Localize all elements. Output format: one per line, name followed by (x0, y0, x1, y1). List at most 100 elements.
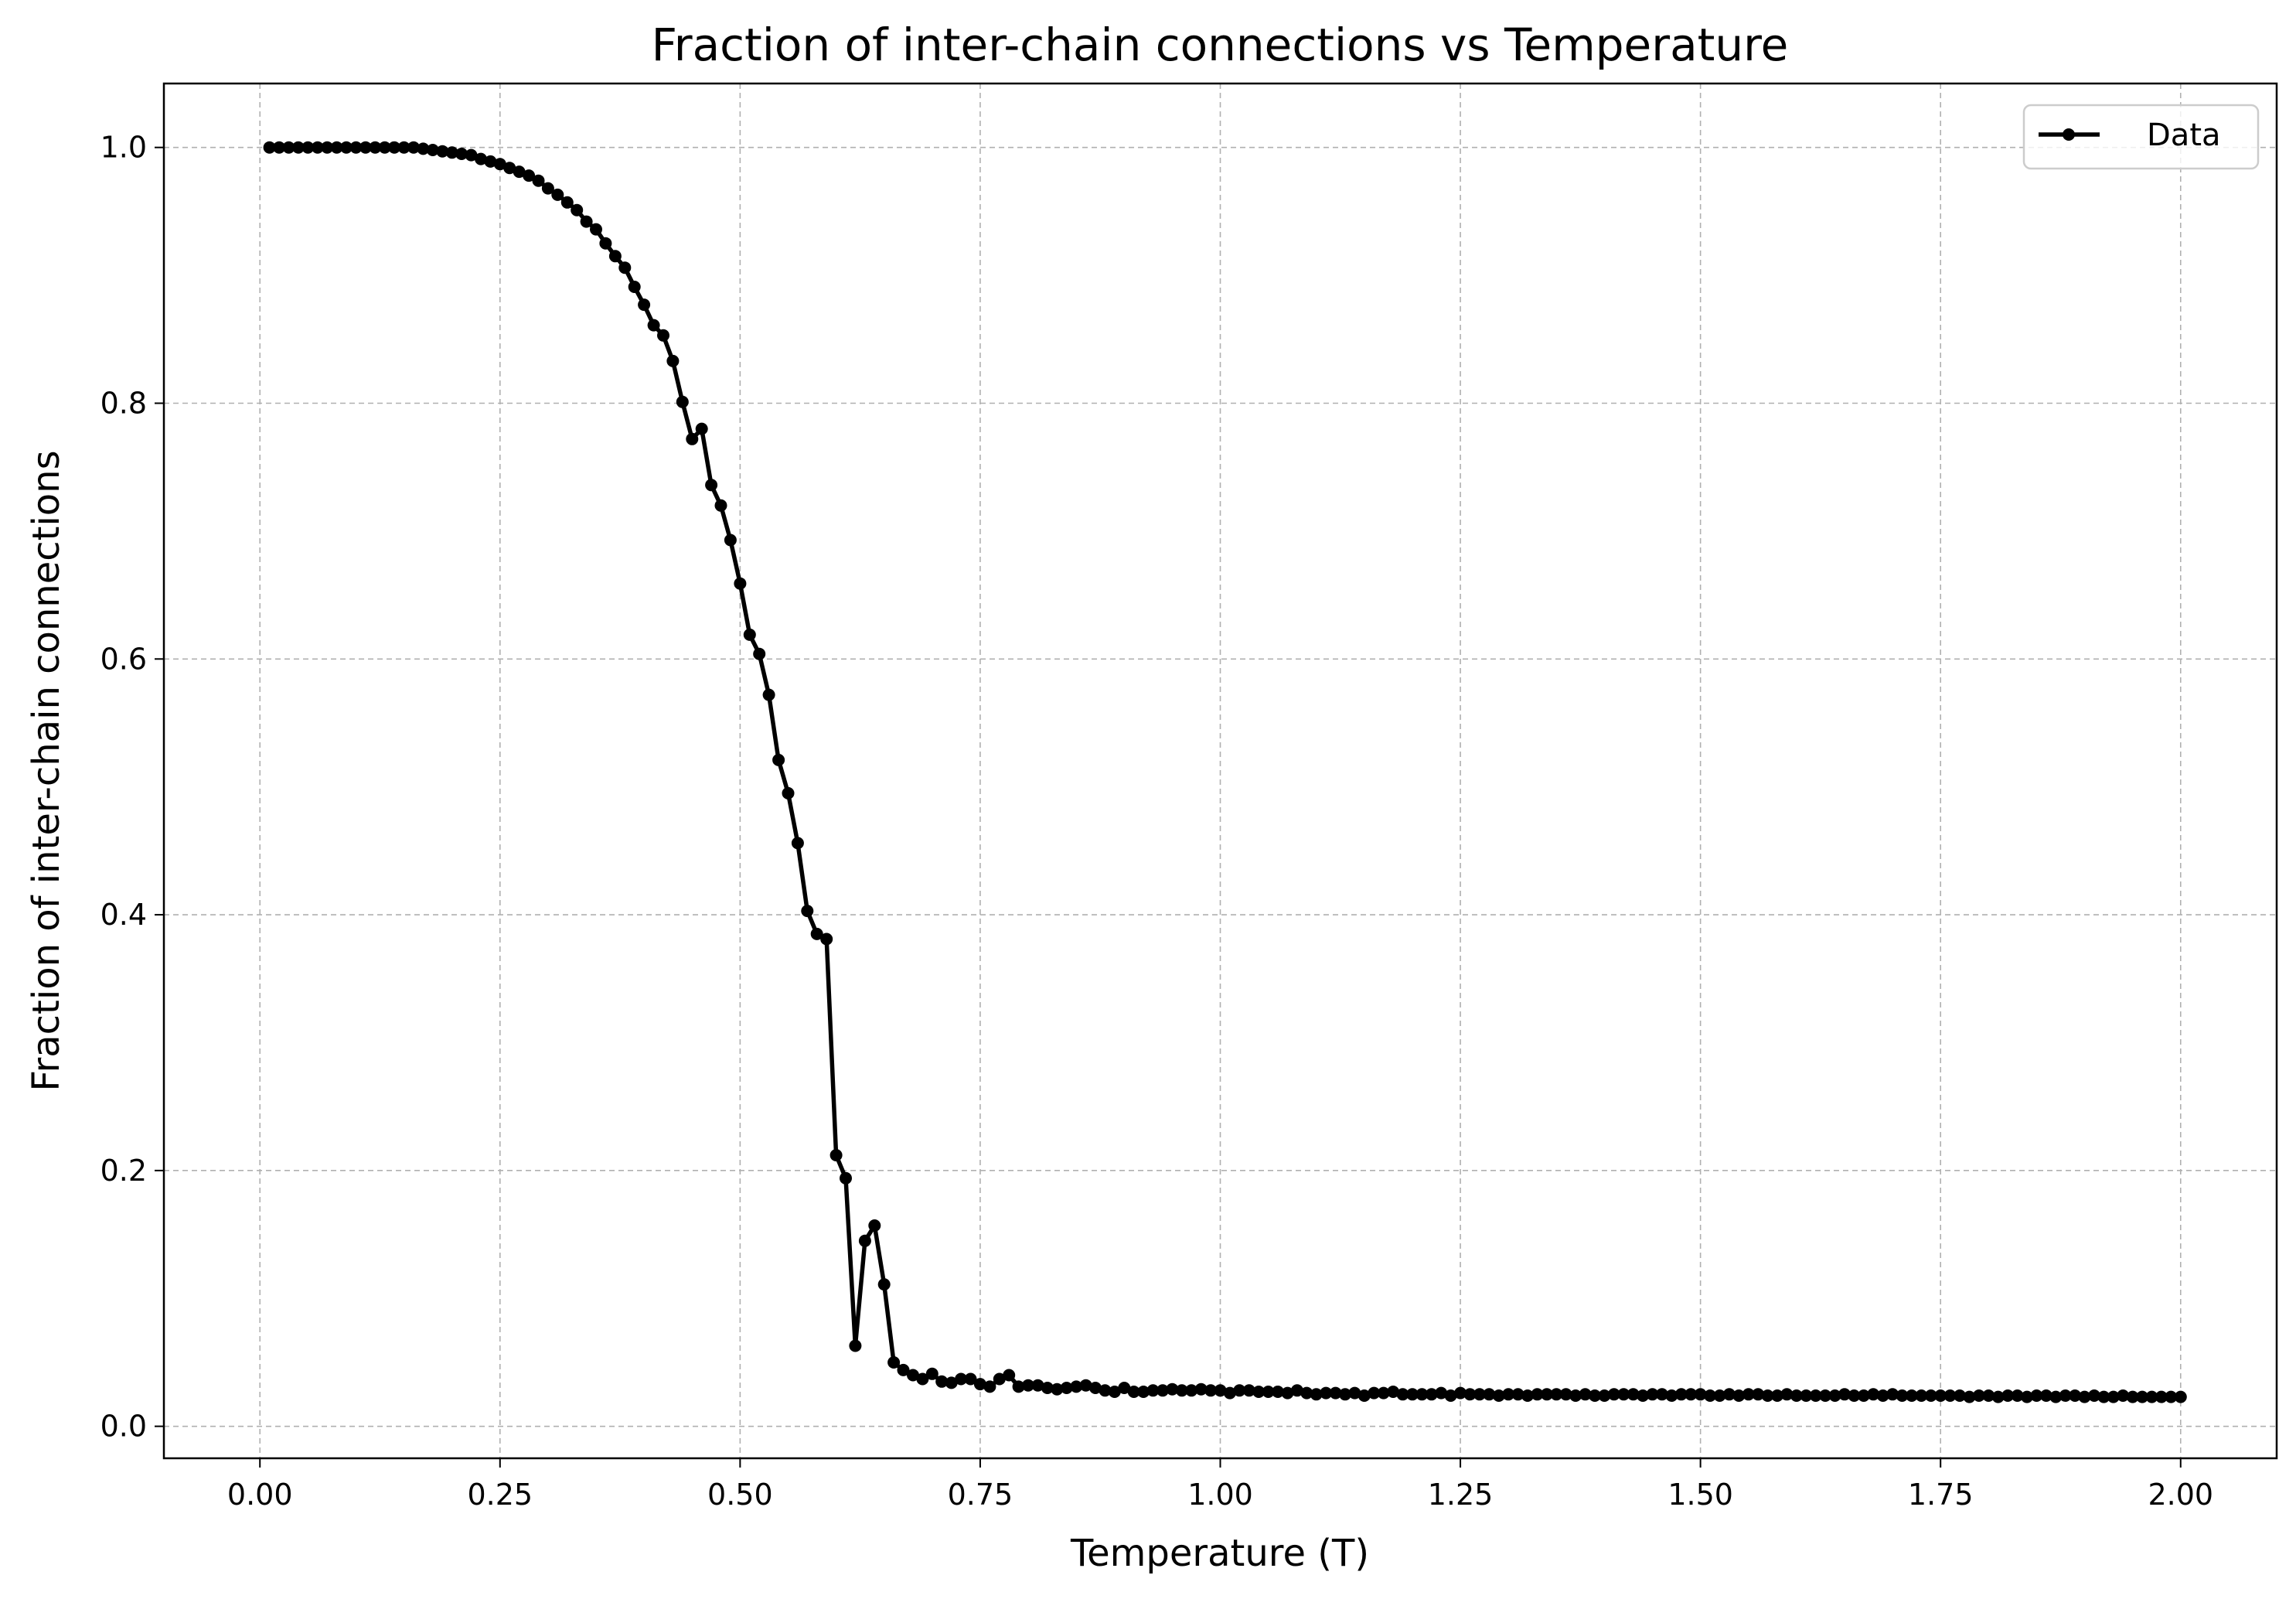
data-point (1713, 1389, 1726, 1402)
data-point (1348, 1386, 1361, 1400)
data-point (1492, 1389, 1505, 1402)
x-tick-label: 0.25 (467, 1478, 533, 1512)
data-point (282, 141, 295, 154)
y-axis-label: Fraction of inter-chain connections (25, 450, 68, 1091)
data-point (887, 1356, 901, 1369)
data-point (868, 1219, 881, 1232)
data-point (1099, 1384, 1112, 1397)
data-point (1502, 1388, 1515, 1401)
data-point (291, 141, 305, 154)
data-point (1406, 1388, 1419, 1401)
data-point (2136, 1390, 2149, 1403)
data-point (945, 1376, 958, 1389)
data-point (1550, 1388, 1563, 1401)
data-point (1886, 1388, 1899, 1401)
data-point (1242, 1384, 1255, 1397)
data-point (1540, 1388, 1553, 1401)
data-point (1166, 1383, 1179, 1396)
data-point (1157, 1384, 1169, 1397)
data-point (1637, 1389, 1650, 1402)
data-point (1761, 1389, 1774, 1402)
data-point (2049, 1390, 2063, 1403)
data-point (608, 250, 622, 263)
data-point (1924, 1389, 1937, 1402)
data-point (1521, 1389, 1534, 1402)
data-point (1655, 1388, 1668, 1401)
data-point (359, 141, 372, 154)
data-point (349, 141, 363, 154)
data-point (1771, 1389, 1783, 1402)
data-point (2011, 1389, 2024, 1402)
data-point (2117, 1389, 2130, 1402)
data-point (858, 1234, 871, 1247)
data-point (1694, 1388, 1707, 1401)
data-point (724, 534, 737, 547)
data-point (523, 169, 536, 182)
x-tick-label: 2.00 (2148, 1478, 2213, 1512)
data-point (2145, 1390, 2158, 1403)
data-point (897, 1363, 910, 1376)
data-point (1194, 1383, 1208, 1396)
data-point (1396, 1388, 1409, 1401)
data-point (2059, 1389, 2072, 1402)
data-point (714, 499, 727, 512)
data-point (1598, 1389, 1611, 1402)
data-point (417, 142, 430, 155)
data-point (1368, 1386, 1381, 1400)
data-point (1214, 1384, 1227, 1397)
data-point (762, 688, 775, 701)
data-point (1137, 1386, 1150, 1398)
data-point (1108, 1386, 1121, 1398)
data-point (541, 182, 554, 195)
data-point (877, 1278, 891, 1291)
data-point (1483, 1388, 1496, 1401)
data-point (1041, 1382, 1054, 1394)
data-point (397, 141, 410, 154)
data-point (1003, 1369, 1016, 1382)
data-point (820, 932, 833, 946)
data-point (1752, 1388, 1765, 1401)
data-point (1070, 1380, 1083, 1393)
data-point (493, 158, 506, 171)
data-point (638, 298, 651, 312)
data-point (1204, 1384, 1218, 1397)
data-point (1089, 1382, 1102, 1394)
data-point (1991, 1390, 2005, 1403)
data-point (378, 141, 391, 154)
data-point (1339, 1388, 1351, 1401)
data-point (935, 1375, 949, 1388)
data-point (2021, 1390, 2033, 1403)
data-point (599, 237, 612, 250)
data-point (1742, 1388, 1755, 1401)
data-point (1867, 1388, 1880, 1401)
data-point (791, 837, 804, 850)
data-point (1425, 1388, 1438, 1401)
data-point (1262, 1386, 1275, 1398)
data-point (657, 329, 669, 342)
data-point (1051, 1383, 1064, 1396)
data-point (686, 432, 699, 445)
data-point (1809, 1389, 1822, 1402)
data-point (1031, 1379, 1044, 1392)
data-point (925, 1367, 938, 1380)
data-point (1685, 1388, 1698, 1401)
data-series (263, 141, 2187, 1403)
data-point (1857, 1389, 1870, 1402)
data-point (426, 144, 439, 156)
data-point (273, 141, 286, 154)
legend: Data (2022, 104, 2260, 170)
data-point (907, 1369, 919, 1382)
data-point (1848, 1389, 1861, 1402)
data-point (810, 927, 823, 940)
data-point (1185, 1384, 1198, 1397)
legend-entry-data: Data (2147, 118, 2221, 153)
data-point (1559, 1388, 1572, 1401)
data-point (301, 141, 315, 154)
data-point (532, 174, 545, 187)
data-point (1780, 1388, 1794, 1401)
data-point (2165, 1390, 2178, 1403)
grid-lines (164, 84, 2277, 1458)
data-point (705, 479, 718, 492)
data-point (1828, 1389, 1841, 1402)
